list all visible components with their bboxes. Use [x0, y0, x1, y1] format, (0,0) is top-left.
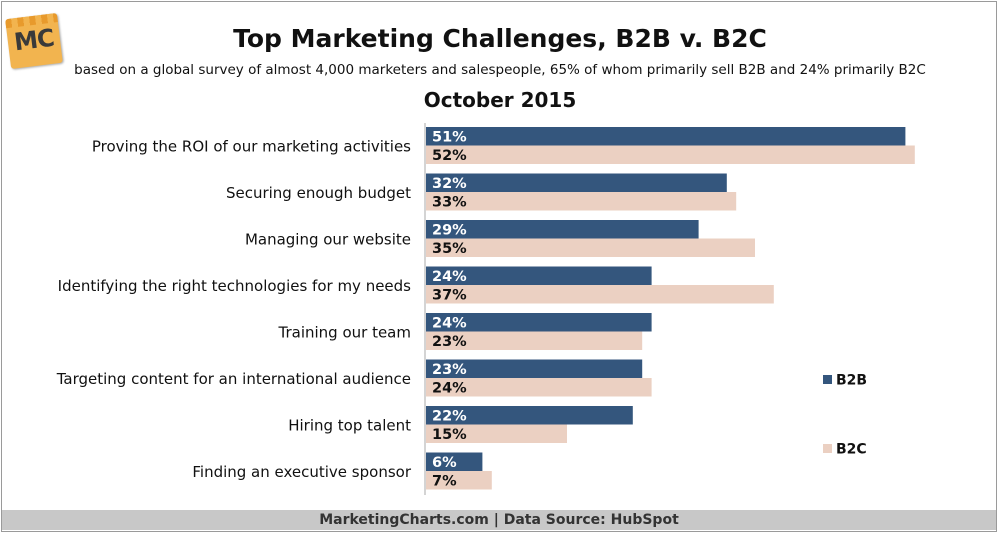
chart-title: Top Marketing Challenges, B2B v. B2C — [233, 24, 767, 53]
bar-b2b — [426, 313, 652, 332]
legend-swatch-b2c — [823, 444, 832, 453]
data-label-b2c: 37% — [432, 288, 467, 304]
chart-subtitle: based on a global survey of almost 4,000… — [74, 62, 926, 78]
legend-label-b2c: B2C — [836, 442, 867, 458]
bar-b2b — [426, 452, 483, 471]
category-label: Proving the ROI of our marketing activit… — [92, 138, 411, 156]
data-label-b2c: 52% — [432, 148, 467, 164]
bar-b2c — [426, 145, 915, 164]
category-label: Training our team — [278, 324, 412, 342]
data-label-b2c: 35% — [432, 241, 467, 257]
bar-b2b — [426, 173, 727, 192]
bar-b2c — [426, 331, 643, 350]
data-label-b2c: 23% — [432, 334, 467, 350]
data-label-b2b: 29% — [432, 223, 467, 239]
bar-chart: Proving the ROI of our marketing activit… — [56, 123, 915, 495]
data-label-b2b: 24% — [432, 269, 467, 285]
bar-b2b — [426, 220, 699, 239]
data-label-b2b: 32% — [432, 176, 467, 192]
chart-date: October 2015 — [423, 88, 577, 112]
legend-swatch-b2b — [823, 375, 832, 384]
data-label-b2b: 22% — [432, 409, 467, 425]
data-label-b2c: 15% — [432, 427, 467, 443]
data-label-b2c: 7% — [432, 474, 457, 490]
data-label-b2c: 24% — [432, 381, 467, 397]
footer-source: MarketingCharts.com | Data Source: HubSp… — [2, 510, 996, 530]
bar-b2b — [426, 406, 633, 425]
bar-b2b — [426, 266, 652, 285]
data-label-b2b: 24% — [432, 316, 467, 332]
bar-b2c — [426, 238, 755, 257]
data-label-b2b: 6% — [432, 455, 457, 471]
bar-b2c — [426, 192, 737, 211]
bar-b2b — [426, 127, 906, 146]
legend-label-b2b: B2B — [836, 373, 867, 389]
bar-b2b — [426, 359, 643, 378]
category-label: Targeting content for an international a… — [56, 370, 411, 388]
bar-b2c — [426, 424, 567, 443]
bar-b2c — [426, 471, 492, 490]
category-label: Identifying the right technologies for m… — [58, 277, 412, 295]
data-label-b2c: 33% — [432, 195, 467, 211]
category-label: Managing our website — [245, 231, 411, 249]
data-label-b2b: 51% — [432, 130, 467, 146]
data-label-b2b: 23% — [432, 362, 467, 378]
bar-b2c — [426, 285, 774, 304]
category-label: Securing enough budget — [226, 184, 411, 202]
bar-b2c — [426, 378, 652, 397]
category-label: Finding an executive sponsor — [192, 463, 411, 481]
category-label: Hiring top talent — [288, 417, 411, 435]
